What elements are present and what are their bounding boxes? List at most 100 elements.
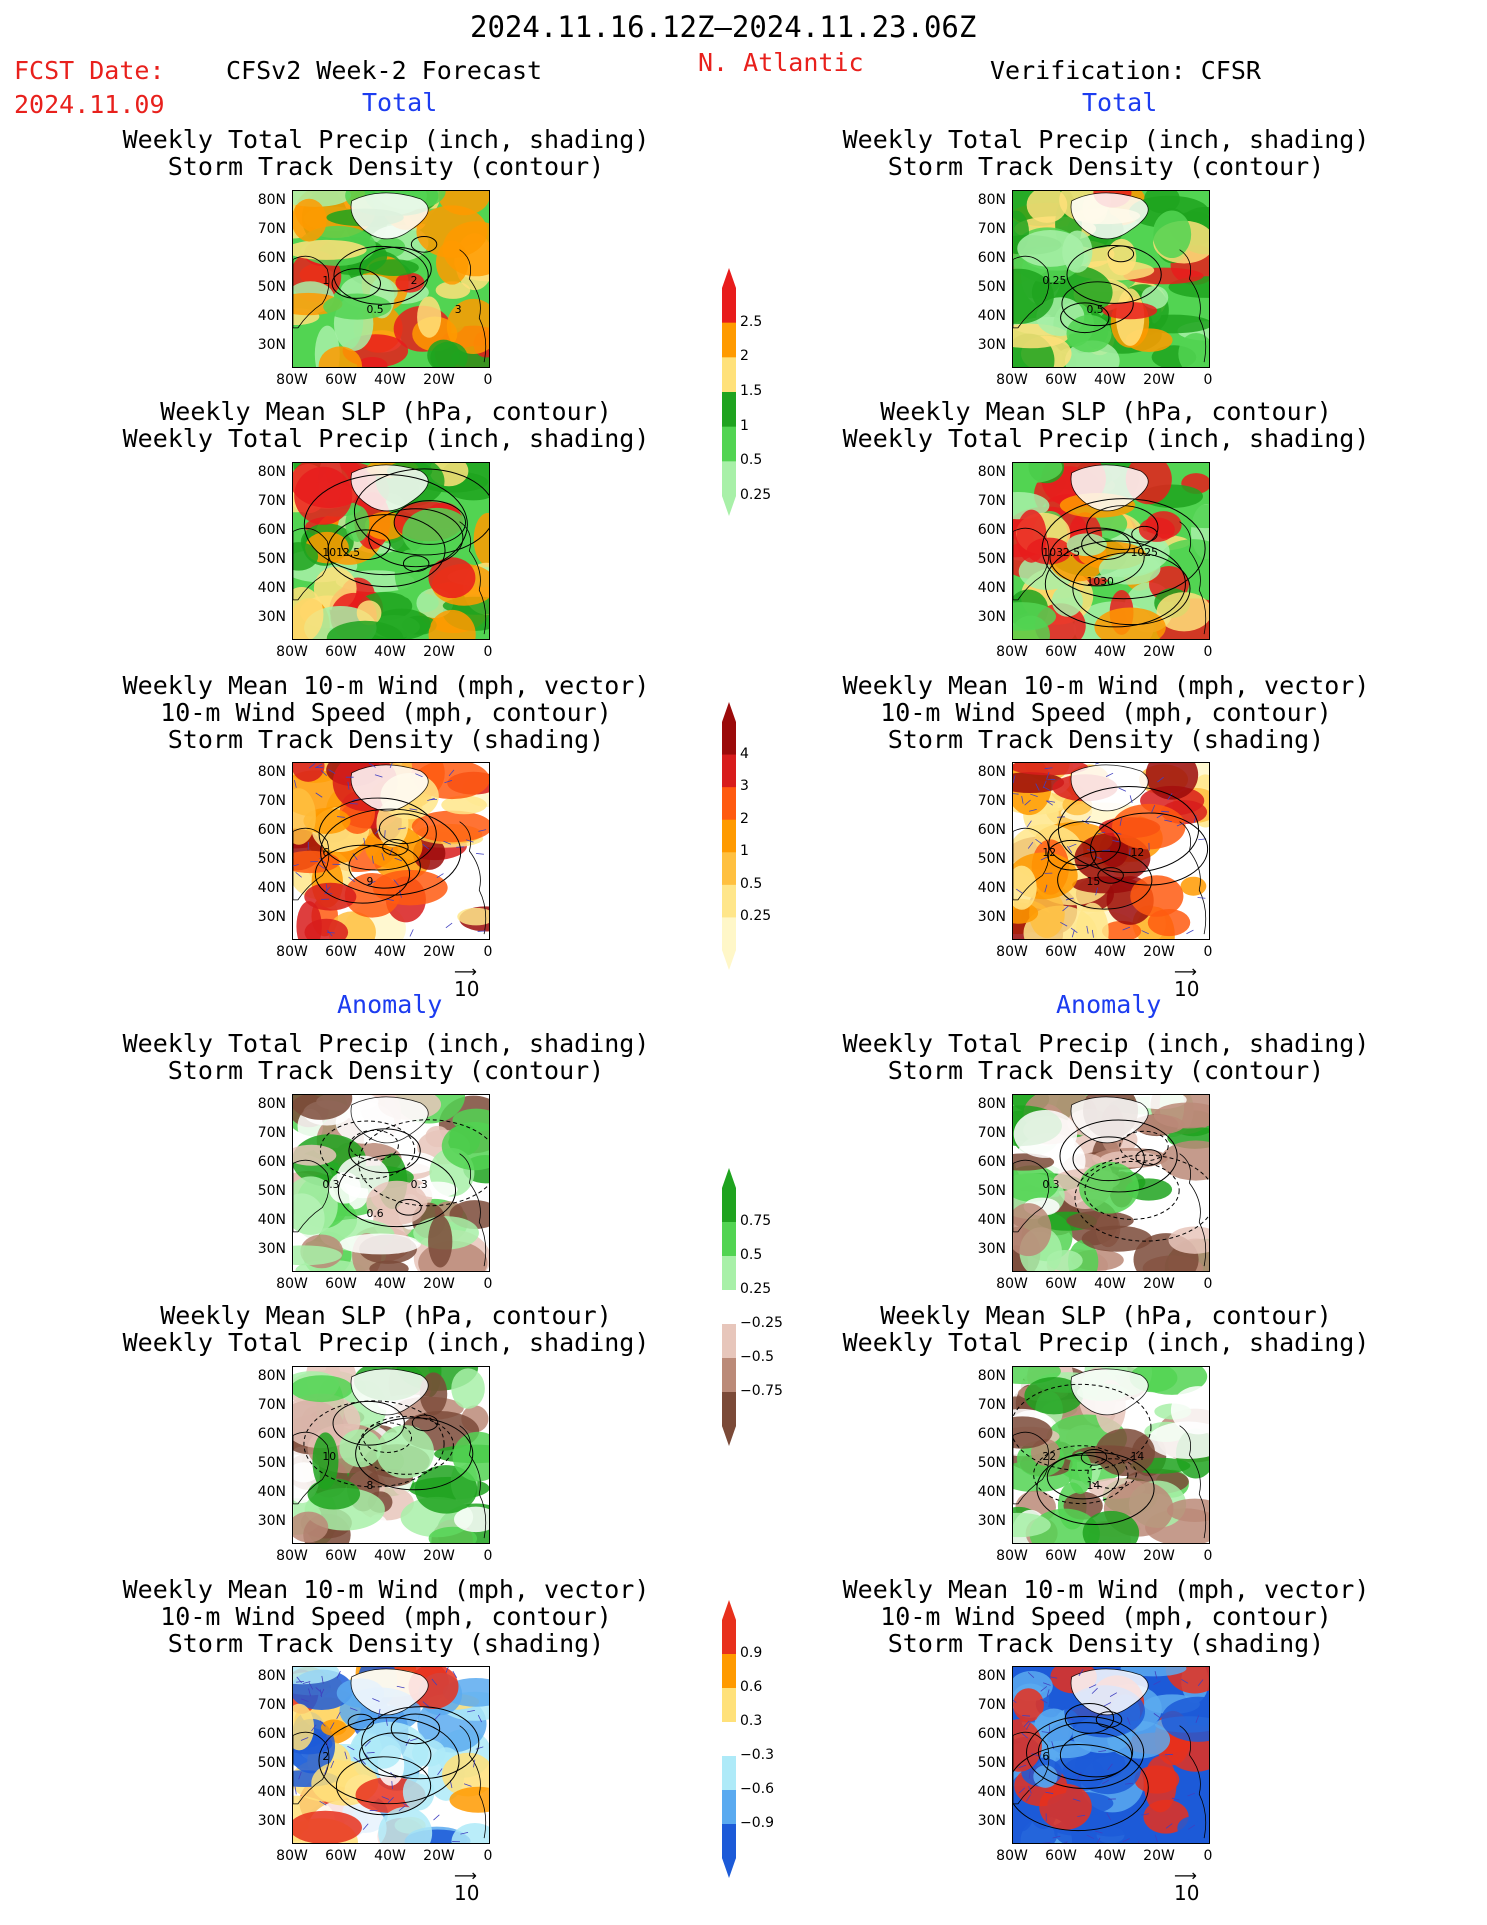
lon-tick: 60W [325, 644, 357, 660]
colorbar-label: −0.9 [740, 1815, 774, 1831]
lat-tick: 70N [257, 1397, 286, 1413]
colorbar-storm_anom [722, 1600, 736, 1882]
lon-tick: 20W [1143, 644, 1175, 660]
lat-tick: 60N [257, 822, 286, 838]
right-title: Verification: CFSR [990, 56, 1261, 85]
lon-tick: 40W [374, 372, 406, 388]
svg-text:8: 8 [367, 1479, 374, 1492]
svg-text:6: 6 [1042, 1750, 1049, 1763]
lon-tick: 0 [483, 644, 493, 660]
lat-tick: 70N [257, 1697, 286, 1713]
lat-tick: 70N [257, 221, 286, 237]
lon-tick: 60W [325, 372, 357, 388]
lat-tick: 50N [257, 1455, 286, 1471]
lon-tick: 40W [374, 944, 406, 960]
panel-title-line: Weekly Mean SLP (hPa, contour) [160, 397, 612, 426]
lat-tick: 80N [257, 1096, 286, 1112]
lon-tick: 20W [423, 1276, 455, 1292]
lat-tick: 40N [257, 1784, 286, 1800]
svg-text:2: 2 [322, 1750, 329, 1763]
lat-tick: 50N [977, 1455, 1006, 1471]
map-image: 0.3 [1013, 1095, 1209, 1271]
lat-tick: 70N [977, 221, 1006, 237]
anomaly-label-left: Anomaly [337, 990, 443, 1019]
lat-tick: 50N [257, 1755, 286, 1771]
lat-tick: 30N [977, 1813, 1006, 1829]
lat-tick: 40N [257, 308, 286, 324]
map-image: 1012.5 [293, 463, 489, 639]
svg-text:14: 14 [1131, 1450, 1145, 1463]
lon-tick: 40W [1094, 1548, 1126, 1564]
panel-title-line: Weekly Total Precip (inch, shading) [122, 125, 650, 154]
lon-tick: 20W [423, 372, 455, 388]
lat-tick: 50N [977, 851, 1006, 867]
lat-tick: 50N [257, 279, 286, 295]
vector-reference: ⟶ 10 [454, 962, 480, 1002]
lat-tick: 30N [257, 1241, 286, 1257]
map-image: 69 [293, 763, 489, 939]
colorbar-label: −0.25 [740, 1315, 783, 1331]
colorbar-label: −0.6 [740, 1781, 774, 1797]
lon-tick: 40W [374, 1848, 406, 1864]
lon-tick: 0 [1203, 372, 1213, 388]
lon-tick: 60W [1045, 1276, 1077, 1292]
lat-tick: 40N [977, 880, 1006, 896]
lon-tick: 80W [996, 372, 1028, 388]
svg-text:1025: 1025 [1131, 546, 1158, 559]
lat-tick: 70N [977, 1697, 1006, 1713]
panel-title-line: Storm Track Density (shading) [167, 725, 605, 754]
lat-tick: 50N [977, 1183, 1006, 1199]
map-image: 22 14 14 [1013, 1367, 1209, 1543]
lon-tick: 60W [1045, 1548, 1077, 1564]
lon-tick: 60W [325, 944, 357, 960]
map-panel-r5-right: 22 14 14 [1012, 1366, 1210, 1544]
colorbar-label: 0.6 [740, 1679, 763, 1695]
lat-tick: 30N [257, 1813, 286, 1829]
lat-tick: 50N [977, 279, 1006, 295]
colorbar-label: 0.5 [740, 1247, 763, 1263]
map-panel-r2-left: 1012.5 [292, 462, 490, 640]
lat-tick: 40N [977, 580, 1006, 596]
lat-tick: 40N [977, 1212, 1006, 1228]
map-panel-r6-right: 6 [1012, 1666, 1210, 1844]
lat-tick: 80N [257, 192, 286, 208]
lat-tick: 60N [257, 522, 286, 538]
panel-title-line: Storm Track Density (contour) [887, 152, 1325, 181]
lat-tick: 60N [257, 1154, 286, 1170]
panel-title-line: Storm Track Density (contour) [167, 1056, 605, 1085]
colorbar-label: −0.3 [740, 1747, 774, 1763]
lon-tick: 20W [1143, 1848, 1175, 1864]
lat-tick: 80N [257, 764, 286, 780]
lat-tick: 80N [977, 192, 1006, 208]
total-label-left: Total [362, 88, 438, 117]
lat-tick: 60N [257, 250, 286, 266]
lon-tick: 40W [1094, 1848, 1126, 1864]
colorbar-label: 0.25 [740, 908, 772, 925]
svg-text:10: 10 [322, 1450, 336, 1463]
lat-tick: 80N [977, 1096, 1006, 1112]
map-panel-r4-left: 0.3 0.6 0.3 [292, 1094, 490, 1272]
lat-tick: 50N [977, 1755, 1006, 1771]
lat-tick: 70N [977, 1125, 1006, 1141]
date-range: 2024.11.16.12Z–2024.11.23.06Z [470, 10, 977, 44]
lon-tick: 60W [1045, 1848, 1077, 1864]
svg-text:22: 22 [1042, 1450, 1056, 1463]
lat-tick: 60N [977, 822, 1006, 838]
svg-text:0.3: 0.3 [322, 1178, 339, 1191]
svg-text:9: 9 [367, 875, 374, 888]
lat-tick: 40N [257, 1484, 286, 1500]
lon-tick: 40W [374, 644, 406, 660]
lat-tick: 70N [977, 793, 1006, 809]
anomaly-label-right: Anomaly [1056, 990, 1162, 1019]
lat-tick: 40N [977, 308, 1006, 324]
lat-tick: 60N [977, 250, 1006, 266]
lon-tick: 40W [374, 1276, 406, 1292]
total-label-right: Total [1082, 88, 1158, 117]
lon-tick: 20W [1143, 1548, 1175, 1564]
panel-title-line: 10-m Wind Speed (mph, contour) [880, 698, 1332, 727]
svg-text:0.25: 0.25 [1042, 274, 1066, 287]
svg-text:0.5: 0.5 [367, 303, 384, 316]
panel-title-line: Weekly Total Precip (inch, shading) [122, 424, 650, 453]
lat-tick: 70N [257, 1125, 286, 1141]
